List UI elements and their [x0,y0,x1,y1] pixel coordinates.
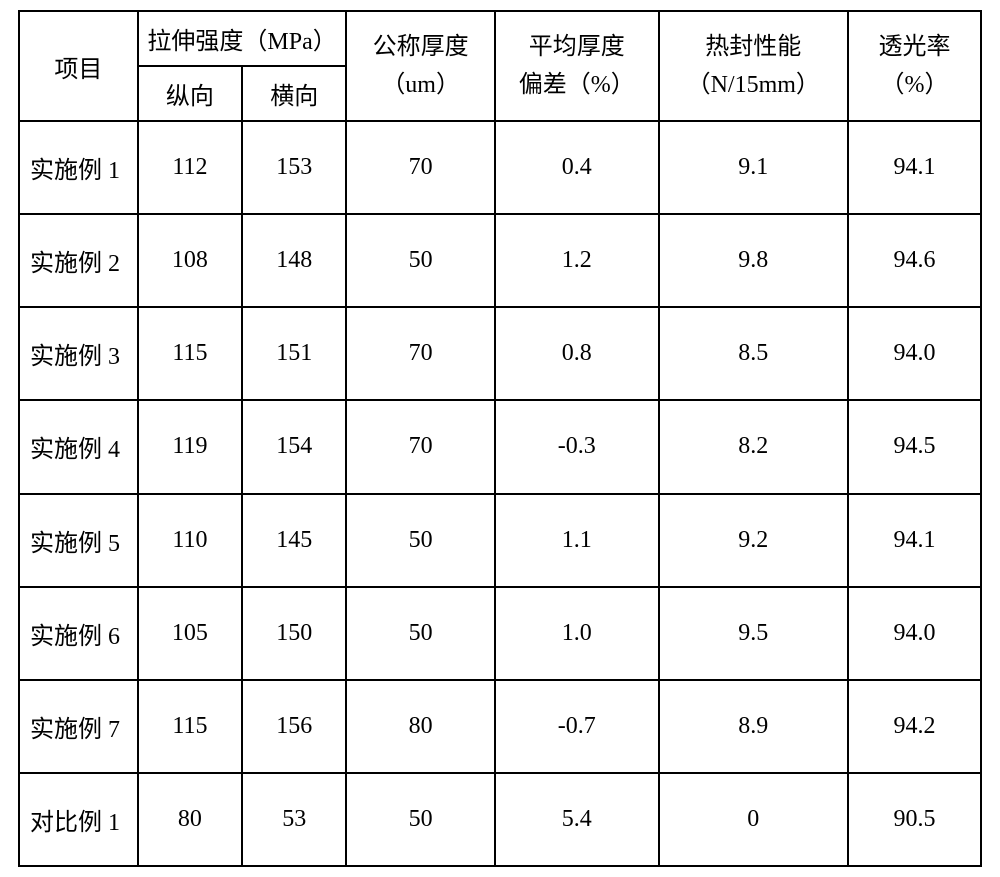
cell-deviation: 5.4 [495,773,659,866]
data-table: 项目 拉伸强度（MPa） 公称厚度 （um） 平均厚度 偏差（%） 热封性能 （… [18,10,982,867]
cell-light: 94.6 [848,214,981,307]
cell-thickness: 50 [346,494,494,587]
header-light-trans-l2: （%） [853,66,976,104]
table-row: 实施例 6 105 150 50 1.0 9.5 94.0 [19,587,981,680]
header-avg-thickness-dev: 平均厚度 偏差（%） [495,11,659,121]
cell-deviation: 1.1 [495,494,659,587]
header-item-label: 项目 [19,11,138,121]
table-row: 对比例 1 80 53 50 5.4 0 90.5 [19,773,981,866]
table-row: 实施例 7 115 156 80 -0.7 8.9 94.2 [19,680,981,773]
header-avg-thickness-dev-l1: 平均厚度 [500,28,654,66]
header-avg-thickness-dev-l2: 偏差（%） [500,66,654,104]
cell-thickness: 50 [346,214,494,307]
cell-light: 94.2 [848,680,981,773]
cell-deviation: -0.7 [495,680,659,773]
cell-md: 115 [138,680,242,773]
cell-md: 110 [138,494,242,587]
header-heat-seal: 热封性能 （N/15mm） [659,11,848,121]
cell-thickness: 50 [346,587,494,680]
row-label: 实施例 1 [19,121,138,214]
table-body: 实施例 1 112 153 70 0.4 9.1 94.1 实施例 2 108 … [19,121,981,866]
cell-td: 53 [242,773,346,866]
cell-thickness: 70 [346,307,494,400]
cell-thickness: 70 [346,400,494,493]
cell-light: 94.1 [848,494,981,587]
cell-td: 150 [242,587,346,680]
cell-md: 115 [138,307,242,400]
header-heat-seal-l2: （N/15mm） [664,66,843,104]
cell-deviation: 1.2 [495,214,659,307]
table-row: 实施例 5 110 145 50 1.1 9.2 94.1 [19,494,981,587]
table-row: 实施例 3 115 151 70 0.8 8.5 94.0 [19,307,981,400]
cell-thickness: 70 [346,121,494,214]
header-row-1: 项目 拉伸强度（MPa） 公称厚度 （um） 平均厚度 偏差（%） 热封性能 （… [19,11,981,66]
cell-deviation: 0.8 [495,307,659,400]
cell-thickness: 80 [346,680,494,773]
header-nominal-thickness-l2: （um） [351,66,489,104]
cell-heat-seal: 9.5 [659,587,848,680]
cell-td: 153 [242,121,346,214]
cell-heat-seal: 9.8 [659,214,848,307]
cell-td: 148 [242,214,346,307]
cell-light: 94.0 [848,307,981,400]
cell-heat-seal: 8.2 [659,400,848,493]
cell-td: 151 [242,307,346,400]
cell-td: 154 [242,400,346,493]
row-label: 实施例 7 [19,680,138,773]
header-nominal-thickness-l1: 公称厚度 [351,28,489,66]
cell-md: 108 [138,214,242,307]
cell-light: 90.5 [848,773,981,866]
cell-light: 94.0 [848,587,981,680]
header-light-trans-l1: 透光率 [853,28,976,66]
header-light-transmittance: 透光率 （%） [848,11,981,121]
cell-heat-seal: 8.9 [659,680,848,773]
cell-deviation: 0.4 [495,121,659,214]
table-row: 实施例 2 108 148 50 1.2 9.8 94.6 [19,214,981,307]
cell-thickness: 50 [346,773,494,866]
row-label: 实施例 4 [19,400,138,493]
cell-td: 145 [242,494,346,587]
cell-td: 156 [242,680,346,773]
cell-light: 94.1 [848,121,981,214]
table-row: 实施例 4 119 154 70 -0.3 8.2 94.5 [19,400,981,493]
cell-md: 80 [138,773,242,866]
cell-md: 112 [138,121,242,214]
cell-md: 105 [138,587,242,680]
header-nominal-thickness: 公称厚度 （um） [346,11,494,121]
cell-light: 94.5 [848,400,981,493]
row-label: 实施例 5 [19,494,138,587]
cell-md: 119 [138,400,242,493]
table-row: 实施例 1 112 153 70 0.4 9.1 94.1 [19,121,981,214]
row-label: 实施例 3 [19,307,138,400]
header-tensile-strength: 拉伸强度（MPa） [138,11,347,66]
header-tensile-md: 纵向 [138,66,242,121]
header-heat-seal-l1: 热封性能 [664,28,843,66]
row-label: 实施例 2 [19,214,138,307]
cell-deviation: 1.0 [495,587,659,680]
cell-heat-seal: 9.1 [659,121,848,214]
cell-deviation: -0.3 [495,400,659,493]
row-label: 实施例 6 [19,587,138,680]
cell-heat-seal: 9.2 [659,494,848,587]
header-tensile-td: 横向 [242,66,346,121]
row-label: 对比例 1 [19,773,138,866]
cell-heat-seal: 0 [659,773,848,866]
cell-heat-seal: 8.5 [659,307,848,400]
